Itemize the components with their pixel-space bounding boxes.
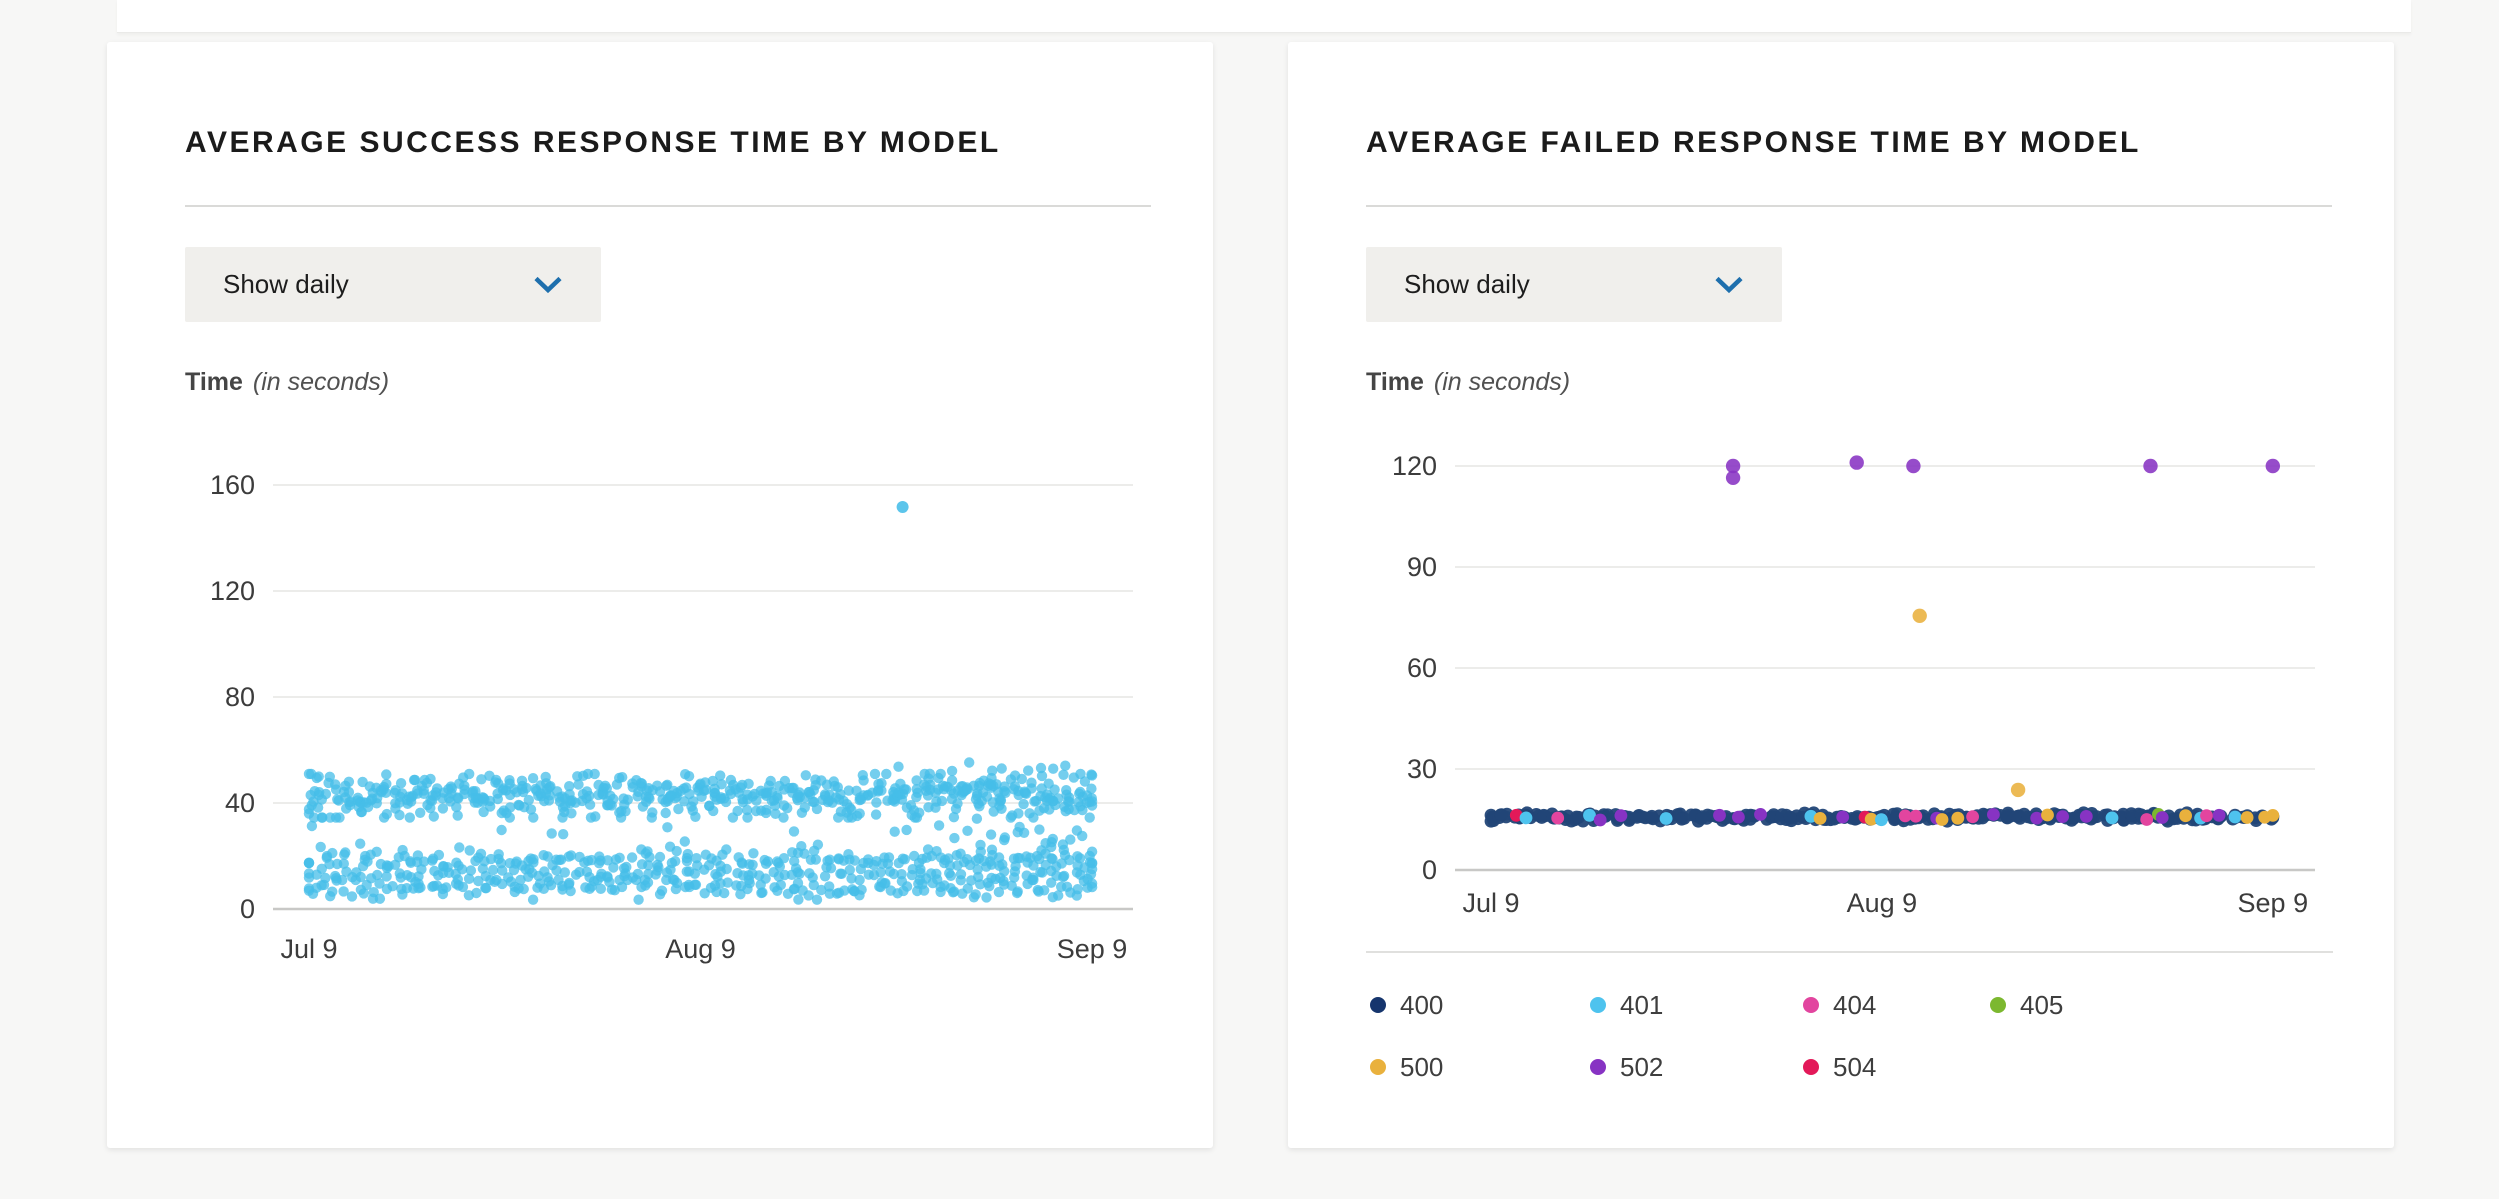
y-axis-title-main: Time <box>1366 368 1424 396</box>
svg-text:Jul 9: Jul 9 <box>1462 888 1519 918</box>
legend-label: 404 <box>1833 989 1877 1020</box>
svg-text:80: 80 <box>225 682 255 712</box>
success-scatter-chart: 0 40 80 120 160 Jul 9 Aug 9 Sep 9 <box>210 470 1133 964</box>
chevron-down-icon <box>1714 276 1744 297</box>
success-response-card: AVERAGE SUCCESS RESPONSE TIME BY MODEL S… <box>107 42 1213 1148</box>
svg-text:40: 40 <box>225 788 255 818</box>
legend-dot-icon <box>1370 997 1386 1013</box>
svg-text:120: 120 <box>210 576 255 606</box>
svg-text:Sep 9: Sep 9 <box>2238 888 2309 918</box>
svg-text:Jul 9: Jul 9 <box>280 934 337 964</box>
failed-scatter-chart: 0 30 60 90 120 Jul 9 Aug 9 Sep 9 <box>1366 451 2333 953</box>
svg-text:Aug 9: Aug 9 <box>1847 888 1918 918</box>
svg-text:Aug 9: Aug 9 <box>665 934 736 964</box>
legend-dot-icon <box>1590 1059 1606 1075</box>
legend-label: 504 <box>1833 1051 1877 1082</box>
status-code-legend: 400 401 404 405 500 502 504 <box>1370 974 2330 1098</box>
title-divider <box>1366 205 2332 207</box>
y-axis-title-unit: (in seconds) <box>1433 368 1571 396</box>
top-divider <box>117 0 2411 33</box>
svg-text:Sep 9: Sep 9 <box>1057 934 1128 964</box>
legend-item-401: 401 <box>1590 990 1803 1021</box>
legend-dot-icon <box>1990 997 2006 1013</box>
legend-dot-icon <box>1803 997 1819 1013</box>
legend-item-504: 504 <box>1803 1052 1990 1083</box>
legend-dot-icon <box>1370 1059 1386 1075</box>
svg-text:90: 90 <box>1407 552 1437 582</box>
card-title: AVERAGE FAILED RESPONSE TIME BY MODEL <box>1366 126 2141 159</box>
y-axis-title: Time (in seconds) <box>1366 368 1570 397</box>
legend-item-400: 400 <box>1370 990 1590 1021</box>
title-divider <box>185 205 1151 207</box>
legend-label: 500 <box>1400 1051 1444 1082</box>
legend-label: 401 <box>1620 989 1664 1020</box>
legend-item-404: 404 <box>1803 990 1990 1021</box>
svg-text:120: 120 <box>1392 451 1437 481</box>
legend-item-405: 405 <box>1990 990 2330 1021</box>
legend-dot-icon <box>1803 1059 1819 1075</box>
show-daily-dropdown[interactable]: Show daily <box>1366 247 1782 322</box>
legend-label: 502 <box>1620 1051 1664 1082</box>
card-title: AVERAGE SUCCESS RESPONSE TIME BY MODEL <box>185 126 1001 159</box>
legend-item-502: 502 <box>1590 1052 1803 1083</box>
y-axis-title-unit: (in seconds) <box>252 368 390 396</box>
legend-label: 405 <box>2020 989 2064 1020</box>
dropdown-selected-value: Show daily <box>223 269 349 299</box>
svg-text:0: 0 <box>1422 855 1437 885</box>
legend-label: 400 <box>1400 989 1444 1020</box>
y-axis-title-main: Time <box>185 368 243 396</box>
svg-text:0: 0 <box>240 894 255 924</box>
svg-text:30: 30 <box>1407 754 1437 784</box>
legend-item-500: 500 <box>1370 1052 1590 1083</box>
svg-text:60: 60 <box>1407 653 1437 683</box>
show-daily-dropdown[interactable]: Show daily <box>185 247 601 322</box>
legend-dot-icon <box>1590 997 1606 1013</box>
chevron-down-icon <box>533 276 563 297</box>
failed-response-card: AVERAGE FAILED RESPONSE TIME BY MODEL Sh… <box>1288 42 2394 1148</box>
svg-text:160: 160 <box>210 470 255 500</box>
dropdown-selected-value: Show daily <box>1404 269 1530 299</box>
y-axis-title: Time (in seconds) <box>185 368 389 397</box>
